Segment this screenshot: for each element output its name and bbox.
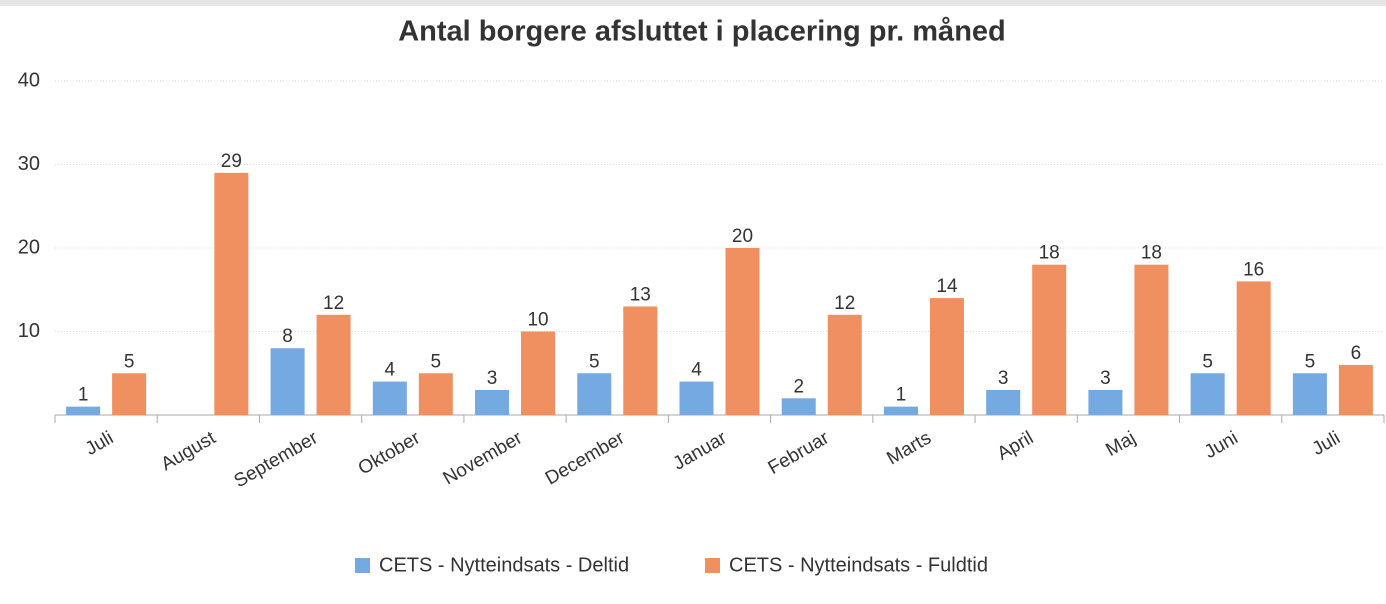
top-bar (0, 0, 1386, 6)
bar (1134, 264, 1169, 415)
data-label: 1 (896, 385, 907, 406)
bar (372, 381, 407, 415)
x-tick-label: Juli (1309, 427, 1344, 459)
data-label: 3 (1100, 368, 1111, 389)
data-label: 8 (282, 326, 293, 347)
legend-label: CETS - Nytteindsats - Fuldtid (729, 554, 988, 576)
data-label: 6 (1351, 343, 1362, 364)
data-label: 18 (1039, 243, 1060, 264)
data-label: 5 (431, 351, 442, 372)
bar (986, 389, 1021, 415)
legend-label: CETS - Nytteindsats - Deltid (379, 554, 629, 576)
y-tick-label: 10 (18, 320, 40, 342)
data-label: 1 (78, 385, 89, 406)
bar (475, 389, 510, 415)
data-label: 18 (1141, 243, 1162, 264)
bar (1032, 264, 1067, 415)
data-label: 5 (1305, 351, 1316, 372)
data-label: 29 (221, 151, 242, 172)
x-tick-label: April (994, 427, 1037, 464)
bar (827, 314, 862, 415)
x-tick-label: September (231, 427, 323, 492)
data-label: 14 (936, 276, 958, 297)
bar (883, 406, 918, 415)
bar (66, 406, 101, 415)
bar (112, 373, 147, 415)
bar (725, 248, 760, 415)
bar (418, 373, 453, 415)
bar (521, 331, 556, 415)
data-label: 13 (630, 284, 651, 305)
y-tick-label: 40 (18, 69, 40, 91)
data-label: 16 (1243, 259, 1264, 280)
chart-title: Antal borgere afsluttet i placering pr. … (398, 16, 1006, 48)
bar (623, 306, 658, 415)
bar (929, 298, 964, 415)
y-tick-label: 20 (18, 236, 40, 258)
data-label: 20 (732, 226, 753, 247)
bar (1236, 281, 1271, 415)
y-tick-label: 30 (18, 153, 40, 175)
data-label: 12 (323, 293, 344, 314)
data-label: 12 (834, 293, 855, 314)
bar (1190, 373, 1225, 415)
bar (270, 348, 305, 415)
data-label: 5 (124, 351, 135, 372)
x-tick-label: Marts (883, 427, 935, 469)
data-label: 3 (998, 368, 1009, 389)
x-tick-label: Februar (765, 427, 834, 479)
x-tick-label: August (158, 427, 220, 475)
x-tick-label: Januar (670, 427, 731, 475)
x-tick-label: Juli (82, 427, 117, 459)
bar (1088, 389, 1123, 415)
legend-swatch (355, 558, 370, 573)
x-tick-label: November (440, 427, 527, 489)
data-label: 3 (487, 368, 498, 389)
x-tick-label: December (542, 427, 629, 489)
bar (577, 373, 612, 415)
x-tick-label: Oktober (355, 427, 425, 479)
legend-swatch (705, 558, 720, 573)
bar (214, 172, 249, 415)
data-label: 10 (527, 310, 548, 331)
bar (781, 398, 816, 415)
data-label: 2 (793, 376, 804, 397)
bar (316, 314, 351, 415)
data-label: 4 (691, 360, 702, 381)
data-label: 5 (1202, 351, 1213, 372)
bar (679, 381, 714, 415)
data-label: 4 (385, 360, 396, 381)
data-label: 5 (589, 351, 600, 372)
x-tick-label: Juni (1201, 427, 1242, 463)
bar (1338, 364, 1373, 415)
x-tick-label: Maj (1102, 427, 1139, 460)
bar (1292, 373, 1327, 415)
